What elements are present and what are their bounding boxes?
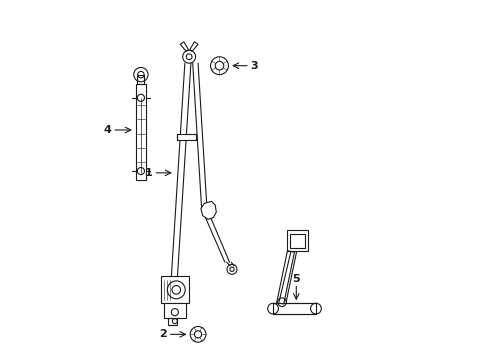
Polygon shape: [276, 251, 294, 304]
Bar: [137, 75, 144, 84]
Bar: [272, 303, 315, 314]
Bar: [160, 276, 189, 303]
Bar: [164, 303, 185, 318]
Bar: [167, 318, 176, 325]
Bar: [135, 84, 146, 180]
Polygon shape: [201, 202, 216, 219]
Text: 3: 3: [250, 61, 258, 71]
Text: 2: 2: [159, 329, 166, 339]
Bar: [286, 230, 307, 251]
Text: 1: 1: [144, 168, 152, 178]
Bar: [290, 234, 304, 248]
Text: 4: 4: [103, 125, 111, 135]
Bar: [177, 134, 196, 140]
Text: 5: 5: [292, 274, 300, 284]
